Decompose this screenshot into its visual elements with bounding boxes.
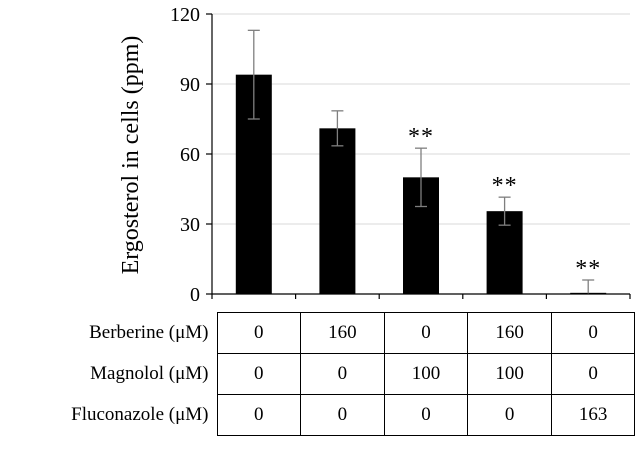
table-cell: 100 [467,353,552,395]
significance-markers: ** ** ** [408,124,601,282]
significance-marker: ** [492,173,518,199]
table-cell: 0 [383,394,469,436]
y-tick-label: 30 [180,214,200,236]
row-label: Berberine (μM) [89,322,209,343]
significance-marker: ** [575,256,601,282]
table-cell: 163 [550,394,636,436]
table-cell: 0 [550,353,636,395]
table-cell: 160 [467,312,552,354]
bar [319,128,356,294]
table-cell: 0 [216,353,302,395]
table-cell: 0 [550,312,636,354]
table-row: Magnolol (μM) 0 0 100 100 0 [0,353,636,395]
y-tick-label: 0 [190,284,200,306]
y-axis-label: Ergosterol in cells (ppm) [118,36,144,275]
table-cell: 0 [300,353,385,395]
treatment-table: Berberine (μM) 0 160 0 160 0 Magnolol (μM) 0 0 10… [0,312,636,436]
table-row: Berberine (μM) 0 160 0 160 0 [0,312,636,354]
table-cell: 100 [383,353,469,395]
table-cell: 0 [467,394,552,436]
row-label: Fluconazole (μM) [71,404,209,425]
table-row: Fluconazole (μM) 0 0 0 0 163 [0,394,636,436]
table-cell: 0 [216,312,302,354]
table-cell: 0 [300,394,385,436]
y-tick-label: 90 [180,74,200,96]
significance-marker: ** [408,124,434,150]
table-cell: 0 [383,312,469,354]
table-cell: 160 [300,312,385,354]
row-label: Magnolol (μM) [90,363,209,384]
y-tick-label: 60 [180,144,200,166]
error-bars [247,29,595,294]
table-cell: 0 [216,394,302,436]
y-tick-label: 120 [170,4,200,26]
axes: 0 30 60 90 120 [170,4,631,306]
bar-chart: ** ** ** 0 30 60 90 120 Ergosterol in cells (p… [118,4,631,306]
